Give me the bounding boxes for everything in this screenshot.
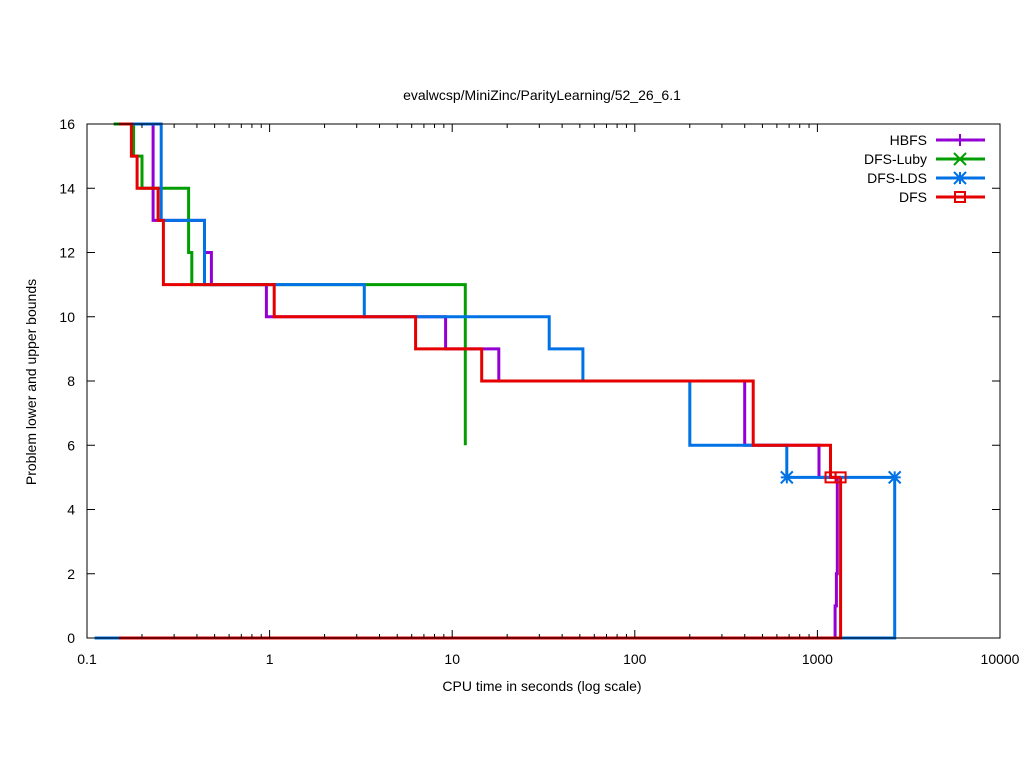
legend-marker xyxy=(953,152,967,166)
legend-label: DFS xyxy=(899,189,927,205)
legend: HBFS DFS-Luby DFS-LDS DFS xyxy=(864,132,985,205)
y-tick-label: 14 xyxy=(59,180,75,196)
legend-label: DFS-LDS xyxy=(867,170,927,186)
x-tick-label: 100 xyxy=(623,651,647,667)
series-dfs-point xyxy=(834,471,847,484)
legend-marker-b xyxy=(953,171,967,185)
legend-label: DFS-Luby xyxy=(864,151,927,167)
legend-item-hbfs: HBFS xyxy=(890,132,985,148)
axes-layer: 0.1 1 10 100 1000 10000 0 2 4 6 8 10 12 14 16 xyxy=(59,116,1019,667)
series-dfs-point-rect xyxy=(834,471,847,484)
y-tick-label: 16 xyxy=(59,116,75,132)
legend-marker xyxy=(954,191,966,203)
legend-item-dfs: DFS xyxy=(899,189,985,205)
x-tick-label: 0.1 xyxy=(77,651,97,667)
y-axis-label: Problem lower and upper bounds xyxy=(23,279,39,485)
x-tick-label: 10 xyxy=(444,651,460,667)
y-tick-label: 2 xyxy=(67,566,75,582)
x-tick-label: 1000 xyxy=(802,651,833,667)
legend-marker-b xyxy=(953,152,967,166)
x-tick-label: 1 xyxy=(266,651,274,667)
chart-title: evalwcsp/MiniZinc/ParityLearning/52_26_6… xyxy=(403,87,681,103)
series-dfs-lds-point xyxy=(887,470,902,485)
legend-label: HBFS xyxy=(890,132,927,148)
series-dfs-lds-point xyxy=(780,470,794,485)
x-axis-label: CPU time in seconds (log scale) xyxy=(442,678,641,694)
y-tick-label: 0 xyxy=(67,630,75,646)
y-tick-label: 12 xyxy=(59,245,75,261)
legend-marker-rect xyxy=(954,191,966,203)
series-dfs-lds-upper-bound xyxy=(124,122,895,479)
y-tick-label: 8 xyxy=(67,373,75,389)
legend-marker xyxy=(953,171,967,185)
y-tick-label: 10 xyxy=(59,309,75,325)
series-dfs-lds-point-b xyxy=(887,470,902,485)
legend-item-dfs-lds: DFS-LDS xyxy=(867,170,985,186)
plot-border xyxy=(86,123,1001,639)
y-tick-label: 6 xyxy=(67,437,75,453)
y-tick-label: 4 xyxy=(67,502,75,518)
legend-item-dfs-luby: DFS-Luby xyxy=(864,151,985,167)
x-tick-label: 10000 xyxy=(981,651,1020,667)
series-dfs-lds-point-b xyxy=(780,470,794,485)
series-dfs-upper-bound xyxy=(119,122,841,479)
legend-marker xyxy=(954,134,966,146)
